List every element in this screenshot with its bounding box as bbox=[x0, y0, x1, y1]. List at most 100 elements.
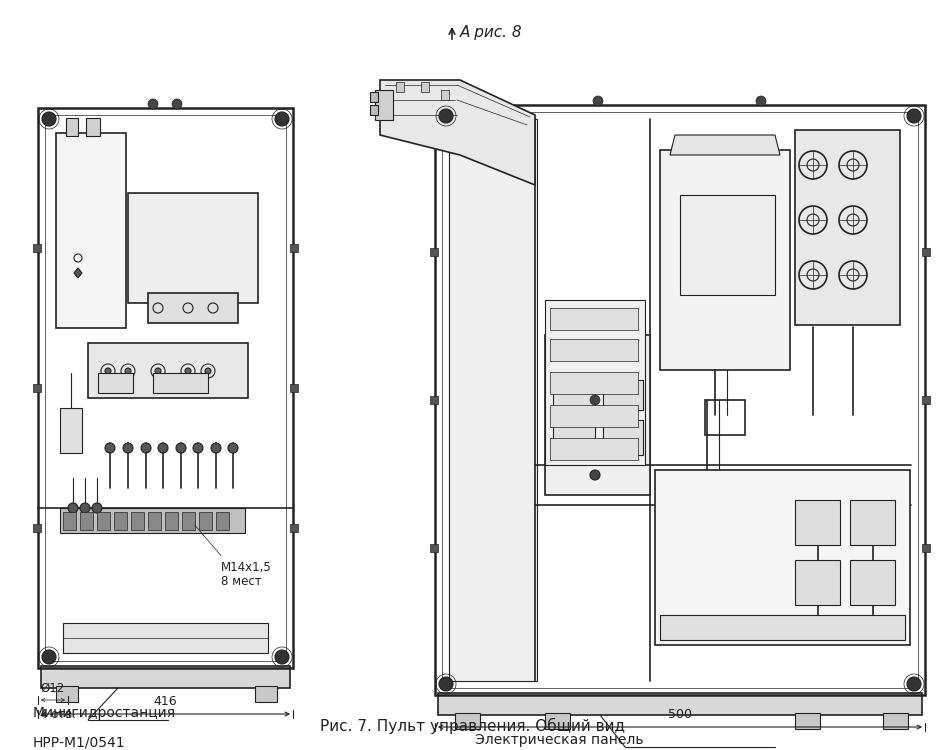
Circle shape bbox=[80, 503, 90, 513]
Bar bbox=[794, 713, 819, 729]
Bar bbox=[290, 244, 297, 252]
Bar bbox=[552, 380, 595, 410]
Circle shape bbox=[589, 470, 599, 480]
Bar bbox=[849, 560, 894, 605]
Bar bbox=[654, 470, 909, 645]
Bar bbox=[45, 115, 286, 661]
Bar bbox=[602, 380, 642, 410]
Circle shape bbox=[141, 443, 151, 453]
Polygon shape bbox=[74, 268, 82, 278]
Bar bbox=[33, 524, 41, 532]
Bar bbox=[59, 408, 82, 453]
Text: 500: 500 bbox=[667, 708, 691, 721]
Bar bbox=[549, 372, 637, 394]
Bar bbox=[216, 512, 228, 530]
Circle shape bbox=[589, 395, 599, 405]
Bar bbox=[421, 82, 429, 92]
Circle shape bbox=[125, 368, 131, 374]
Bar bbox=[98, 373, 133, 393]
Bar bbox=[375, 90, 393, 120]
Bar bbox=[545, 713, 569, 729]
Circle shape bbox=[92, 503, 102, 513]
Bar bbox=[552, 420, 595, 455]
Polygon shape bbox=[669, 135, 779, 155]
Circle shape bbox=[205, 368, 211, 374]
Bar bbox=[59, 508, 244, 533]
Text: НРР-М1/0541: НРР-М1/0541 bbox=[33, 736, 126, 750]
Bar bbox=[430, 544, 437, 551]
Circle shape bbox=[105, 368, 110, 374]
Bar bbox=[442, 112, 917, 688]
Bar bbox=[921, 544, 929, 551]
Bar bbox=[131, 512, 143, 530]
Circle shape bbox=[228, 443, 238, 453]
Bar bbox=[370, 105, 378, 115]
Bar bbox=[430, 248, 437, 256]
Bar bbox=[448, 119, 536, 681]
Bar bbox=[127, 193, 258, 303]
Bar bbox=[290, 524, 297, 532]
Circle shape bbox=[105, 443, 115, 453]
Text: М14х1,5: М14х1,5 bbox=[221, 561, 272, 574]
Text: А рис. 8: А рис. 8 bbox=[460, 26, 522, 40]
Bar bbox=[370, 92, 378, 102]
Bar bbox=[86, 118, 100, 136]
Bar bbox=[602, 420, 642, 455]
Bar bbox=[114, 512, 126, 530]
Bar bbox=[80, 512, 93, 530]
Bar bbox=[549, 339, 637, 361]
Circle shape bbox=[158, 443, 168, 453]
Bar bbox=[33, 384, 41, 392]
Bar bbox=[33, 244, 41, 252]
Circle shape bbox=[148, 99, 158, 109]
Bar bbox=[63, 512, 76, 530]
Bar bbox=[430, 396, 437, 404]
Bar bbox=[148, 512, 160, 530]
Bar bbox=[794, 130, 899, 325]
Text: Ø12: Ø12 bbox=[40, 682, 64, 695]
Bar bbox=[849, 500, 894, 545]
Circle shape bbox=[42, 112, 56, 126]
Bar bbox=[680, 195, 774, 295]
Bar bbox=[148, 293, 238, 323]
Text: Минигидростанция: Минигидростанция bbox=[33, 706, 176, 720]
Text: Рис. 7. Пульт управления. Общий вид: Рис. 7. Пульт управления. Общий вид bbox=[319, 718, 624, 734]
Circle shape bbox=[439, 109, 452, 123]
Bar bbox=[66, 118, 78, 136]
Circle shape bbox=[176, 443, 186, 453]
Bar bbox=[165, 512, 177, 530]
Circle shape bbox=[42, 650, 56, 664]
Circle shape bbox=[123, 443, 133, 453]
Bar bbox=[88, 343, 247, 398]
Circle shape bbox=[906, 677, 920, 691]
Bar bbox=[290, 384, 297, 392]
Bar bbox=[56, 686, 78, 702]
Circle shape bbox=[439, 677, 452, 691]
Bar bbox=[63, 623, 268, 653]
Circle shape bbox=[275, 650, 289, 664]
Text: Электрическая панель: Электрическая панель bbox=[475, 733, 643, 747]
Text: 4 отв.: 4 отв. bbox=[40, 708, 76, 721]
Bar bbox=[434, 105, 924, 695]
Bar bbox=[659, 150, 789, 370]
Bar bbox=[545, 300, 645, 465]
Bar bbox=[38, 108, 293, 668]
Circle shape bbox=[68, 503, 78, 513]
Bar bbox=[794, 500, 839, 545]
Bar bbox=[545, 335, 649, 495]
Bar bbox=[921, 248, 929, 256]
Bar bbox=[56, 133, 126, 328]
Text: 8 мест: 8 мест bbox=[221, 575, 261, 588]
Circle shape bbox=[593, 96, 602, 106]
Polygon shape bbox=[379, 80, 534, 185]
Bar bbox=[153, 373, 208, 393]
Circle shape bbox=[755, 96, 766, 106]
Text: 416: 416 bbox=[153, 695, 177, 708]
Circle shape bbox=[275, 112, 289, 126]
Circle shape bbox=[211, 443, 221, 453]
Bar bbox=[454, 713, 480, 729]
Bar bbox=[182, 512, 194, 530]
Bar bbox=[441, 90, 448, 100]
Bar bbox=[549, 405, 637, 427]
Bar bbox=[921, 396, 929, 404]
